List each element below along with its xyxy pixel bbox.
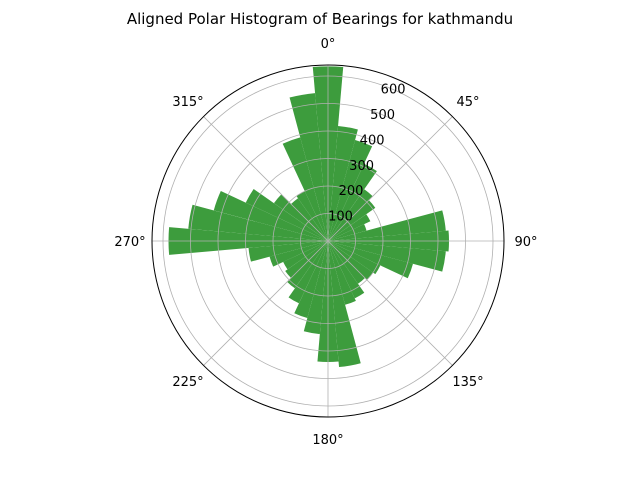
bar-280 [188,204,328,241]
bar-150 [328,241,365,299]
bar-40 [328,189,373,241]
theta-tick-label: 135° [452,375,483,390]
theta-grid-315 [203,116,329,242]
r-tick-label: 600 [381,83,406,98]
bar-100 [328,241,446,272]
bar-350 [289,93,328,241]
bar-120 [328,241,381,275]
theta-tick-label: 45° [456,95,479,110]
r-tick-label: 100 [328,210,353,225]
theta-tick-label: 315° [172,95,203,110]
bar-220 [287,241,328,289]
theta-grid-45 [327,116,453,242]
bar-300 [245,188,328,241]
theta-tick-label: 90° [514,235,537,250]
bar-250 [269,241,328,267]
r-tick-label: 200 [339,184,364,199]
bar-50 [328,200,376,241]
bar-310 [273,194,328,241]
bar-170 [328,241,361,368]
theta-grid-135 [327,240,453,366]
r-tick-label: 400 [360,133,385,148]
bar-140 [328,241,365,284]
bar-240 [283,241,328,270]
theta-tick-label: 225° [172,375,203,390]
bar-60 [328,214,371,241]
bar-30 [328,163,377,241]
theta-tick-label: 0° [321,37,336,52]
bar-290 [213,191,328,241]
theta-tick-label: 180° [312,433,343,448]
bar-200 [294,241,328,319]
theta-tick-label: 270° [114,235,145,250]
polar-frame [151,64,505,418]
bar-130 [328,241,374,280]
bar-190 [303,241,328,335]
bar-340 [282,137,328,241]
bar-230 [285,241,328,278]
bar-320 [291,198,328,241]
bar-160 [328,241,356,305]
bar-70 [328,224,367,241]
chart-title: Aligned Polar Histogram of Bearings for … [127,10,513,28]
theta-grid-225 [203,240,329,366]
bar-260 [248,241,328,262]
bar-110 [328,241,413,279]
r-tick-label: 300 [349,159,374,174]
r-tick-label: 500 [370,108,395,123]
bar-330 [296,191,328,241]
bar-80 [328,210,446,241]
bar-10 [328,125,358,241]
